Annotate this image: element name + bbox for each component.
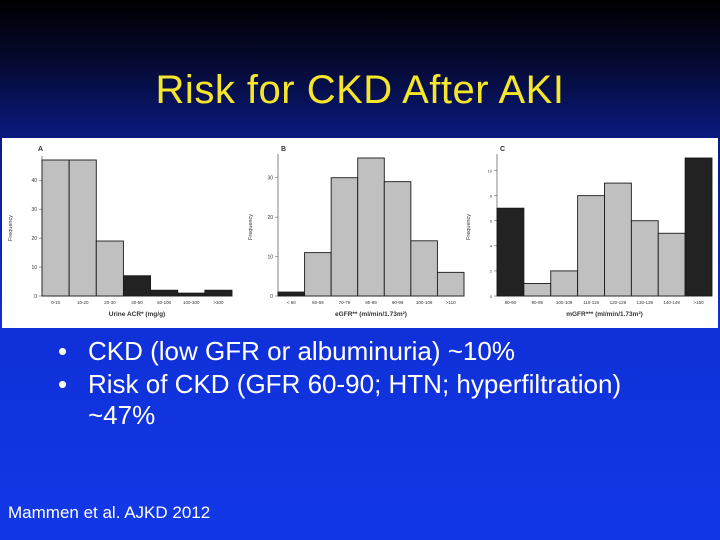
y-tick-label: 2 [490, 269, 493, 274]
histogram-figure: A 0 10 20 30 40 Frequency 0-10 10-20 20-30 30-50 50… [2, 138, 718, 328]
y-tick-label: 30 [267, 176, 273, 182]
y-tick-label: 10 [488, 168, 493, 173]
bar [95, 240, 124, 297]
bar [304, 252, 332, 297]
y-tick-label: 6 [490, 219, 493, 224]
bar [68, 159, 97, 297]
bar [523, 283, 552, 297]
bullet-text: CKD (low GFR or albuminuria) ~10% [88, 336, 515, 366]
panel-label: B [281, 146, 286, 153]
bullet-text: Risk of CKD (GFR 60-90; HTN; hyperfiltra… [88, 369, 622, 430]
x-tick-label: 50-100 [157, 300, 172, 305]
x-tick-label: 0-10 [51, 300, 61, 305]
x-tick-label: 140-149 [663, 300, 680, 305]
x-tick-label: 60-69 [312, 300, 324, 305]
x-tick-label: 20-30 [104, 300, 116, 305]
y-tick-label: 30 [31, 207, 37, 213]
bar [41, 159, 70, 297]
bullet-item: • Risk of CKD (GFR 60-90; HTN; hyperfilt… [58, 369, 678, 431]
x-tick-label: 90-99 [532, 300, 544, 305]
bar [684, 157, 713, 297]
slide-title: Risk for CKD After AKI [155, 68, 565, 112]
bar [150, 289, 179, 297]
bar [496, 207, 525, 297]
x-tick-label: 100-109 [416, 300, 433, 305]
bar [657, 232, 686, 297]
y-axis-label: Frequency [466, 214, 472, 240]
y-tick-label: 4 [490, 244, 493, 249]
x-axis-label: eGFR** (ml/min/1.73m²) [335, 311, 407, 318]
x-tick-label: 30-50 [131, 300, 143, 305]
bar [410, 240, 438, 297]
histogram-panel-c: C 0 2 4 6 8 10 Frequency 80-90 90-99 100-109 110-11… [466, 146, 713, 318]
histogram-panel-a: A 0 10 20 30 40 Frequency 0-10 10-20 20-30 30-50 50… [8, 146, 233, 318]
bar [604, 182, 632, 297]
panel-label: A [38, 146, 43, 153]
y-tick-label: 0 [34, 294, 37, 300]
y-tick-label: 20 [267, 215, 273, 221]
x-tick-label: 90-99 [392, 300, 404, 305]
x-tick-label: 130-139 [637, 300, 654, 305]
y-tick-label: 10 [31, 265, 37, 271]
x-tick-label: 10-20 [77, 300, 89, 305]
bar [577, 195, 605, 297]
bar [177, 292, 206, 297]
histogram-panel-b: B 0 10 20 30 Frequency < 60 60-69 70-79 80-89 90-9… [248, 146, 465, 318]
x-tick-label: 80-90 [505, 300, 517, 305]
citation: Mammen et al. AJKD 2012 [8, 503, 211, 522]
bullet-dot: • [58, 336, 68, 366]
y-tick-label: 8 [490, 193, 493, 198]
x-axis-label: Urine ACR* (mg/g) [109, 311, 165, 318]
bar [630, 220, 659, 297]
x-tick-label: 70-79 [339, 300, 351, 305]
x-tick-label: >300 [213, 300, 224, 305]
x-tick-label: 100-300 [183, 300, 200, 305]
y-axis-label: Frequency [248, 214, 254, 240]
x-tick-label: < 60 [287, 300, 296, 305]
bar [204, 289, 233, 297]
y-axis-label: Frequency [8, 215, 14, 241]
bar [436, 271, 465, 297]
bar [383, 181, 412, 297]
x-tick-label: 120-129 [610, 300, 627, 305]
panel-label: C [500, 146, 505, 153]
y-tick-label: 10 [267, 254, 273, 260]
bar [357, 157, 385, 297]
x-axis-label: mGFR*** (ml/min/1.73m²) [566, 311, 643, 318]
bar [277, 291, 306, 297]
y-tick-label: 40 [31, 178, 37, 184]
x-tick-label: 100-109 [556, 300, 573, 305]
y-tick-label: 0 [490, 294, 493, 299]
y-tick-label: 0 [270, 294, 273, 300]
bullet-list: • CKD (low GFR or albuminuria) ~10% • Ri… [58, 336, 678, 433]
bar [122, 275, 152, 297]
bullet-dot: • [58, 369, 68, 399]
x-tick-label: 80-89 [365, 300, 377, 305]
bar [550, 270, 579, 297]
x-tick-label: >150 [693, 300, 704, 305]
bar [330, 177, 359, 297]
y-tick-label: 20 [31, 236, 37, 242]
x-tick-label: >110 [446, 300, 456, 305]
bullet-item: • CKD (low GFR or albuminuria) ~10% [58, 336, 678, 367]
x-tick-label: 110-119 [583, 300, 599, 305]
